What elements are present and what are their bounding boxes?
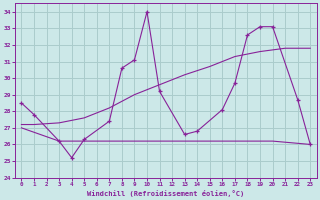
X-axis label: Windchill (Refroidissement éolien,°C): Windchill (Refroidissement éolien,°C) xyxy=(87,190,244,197)
